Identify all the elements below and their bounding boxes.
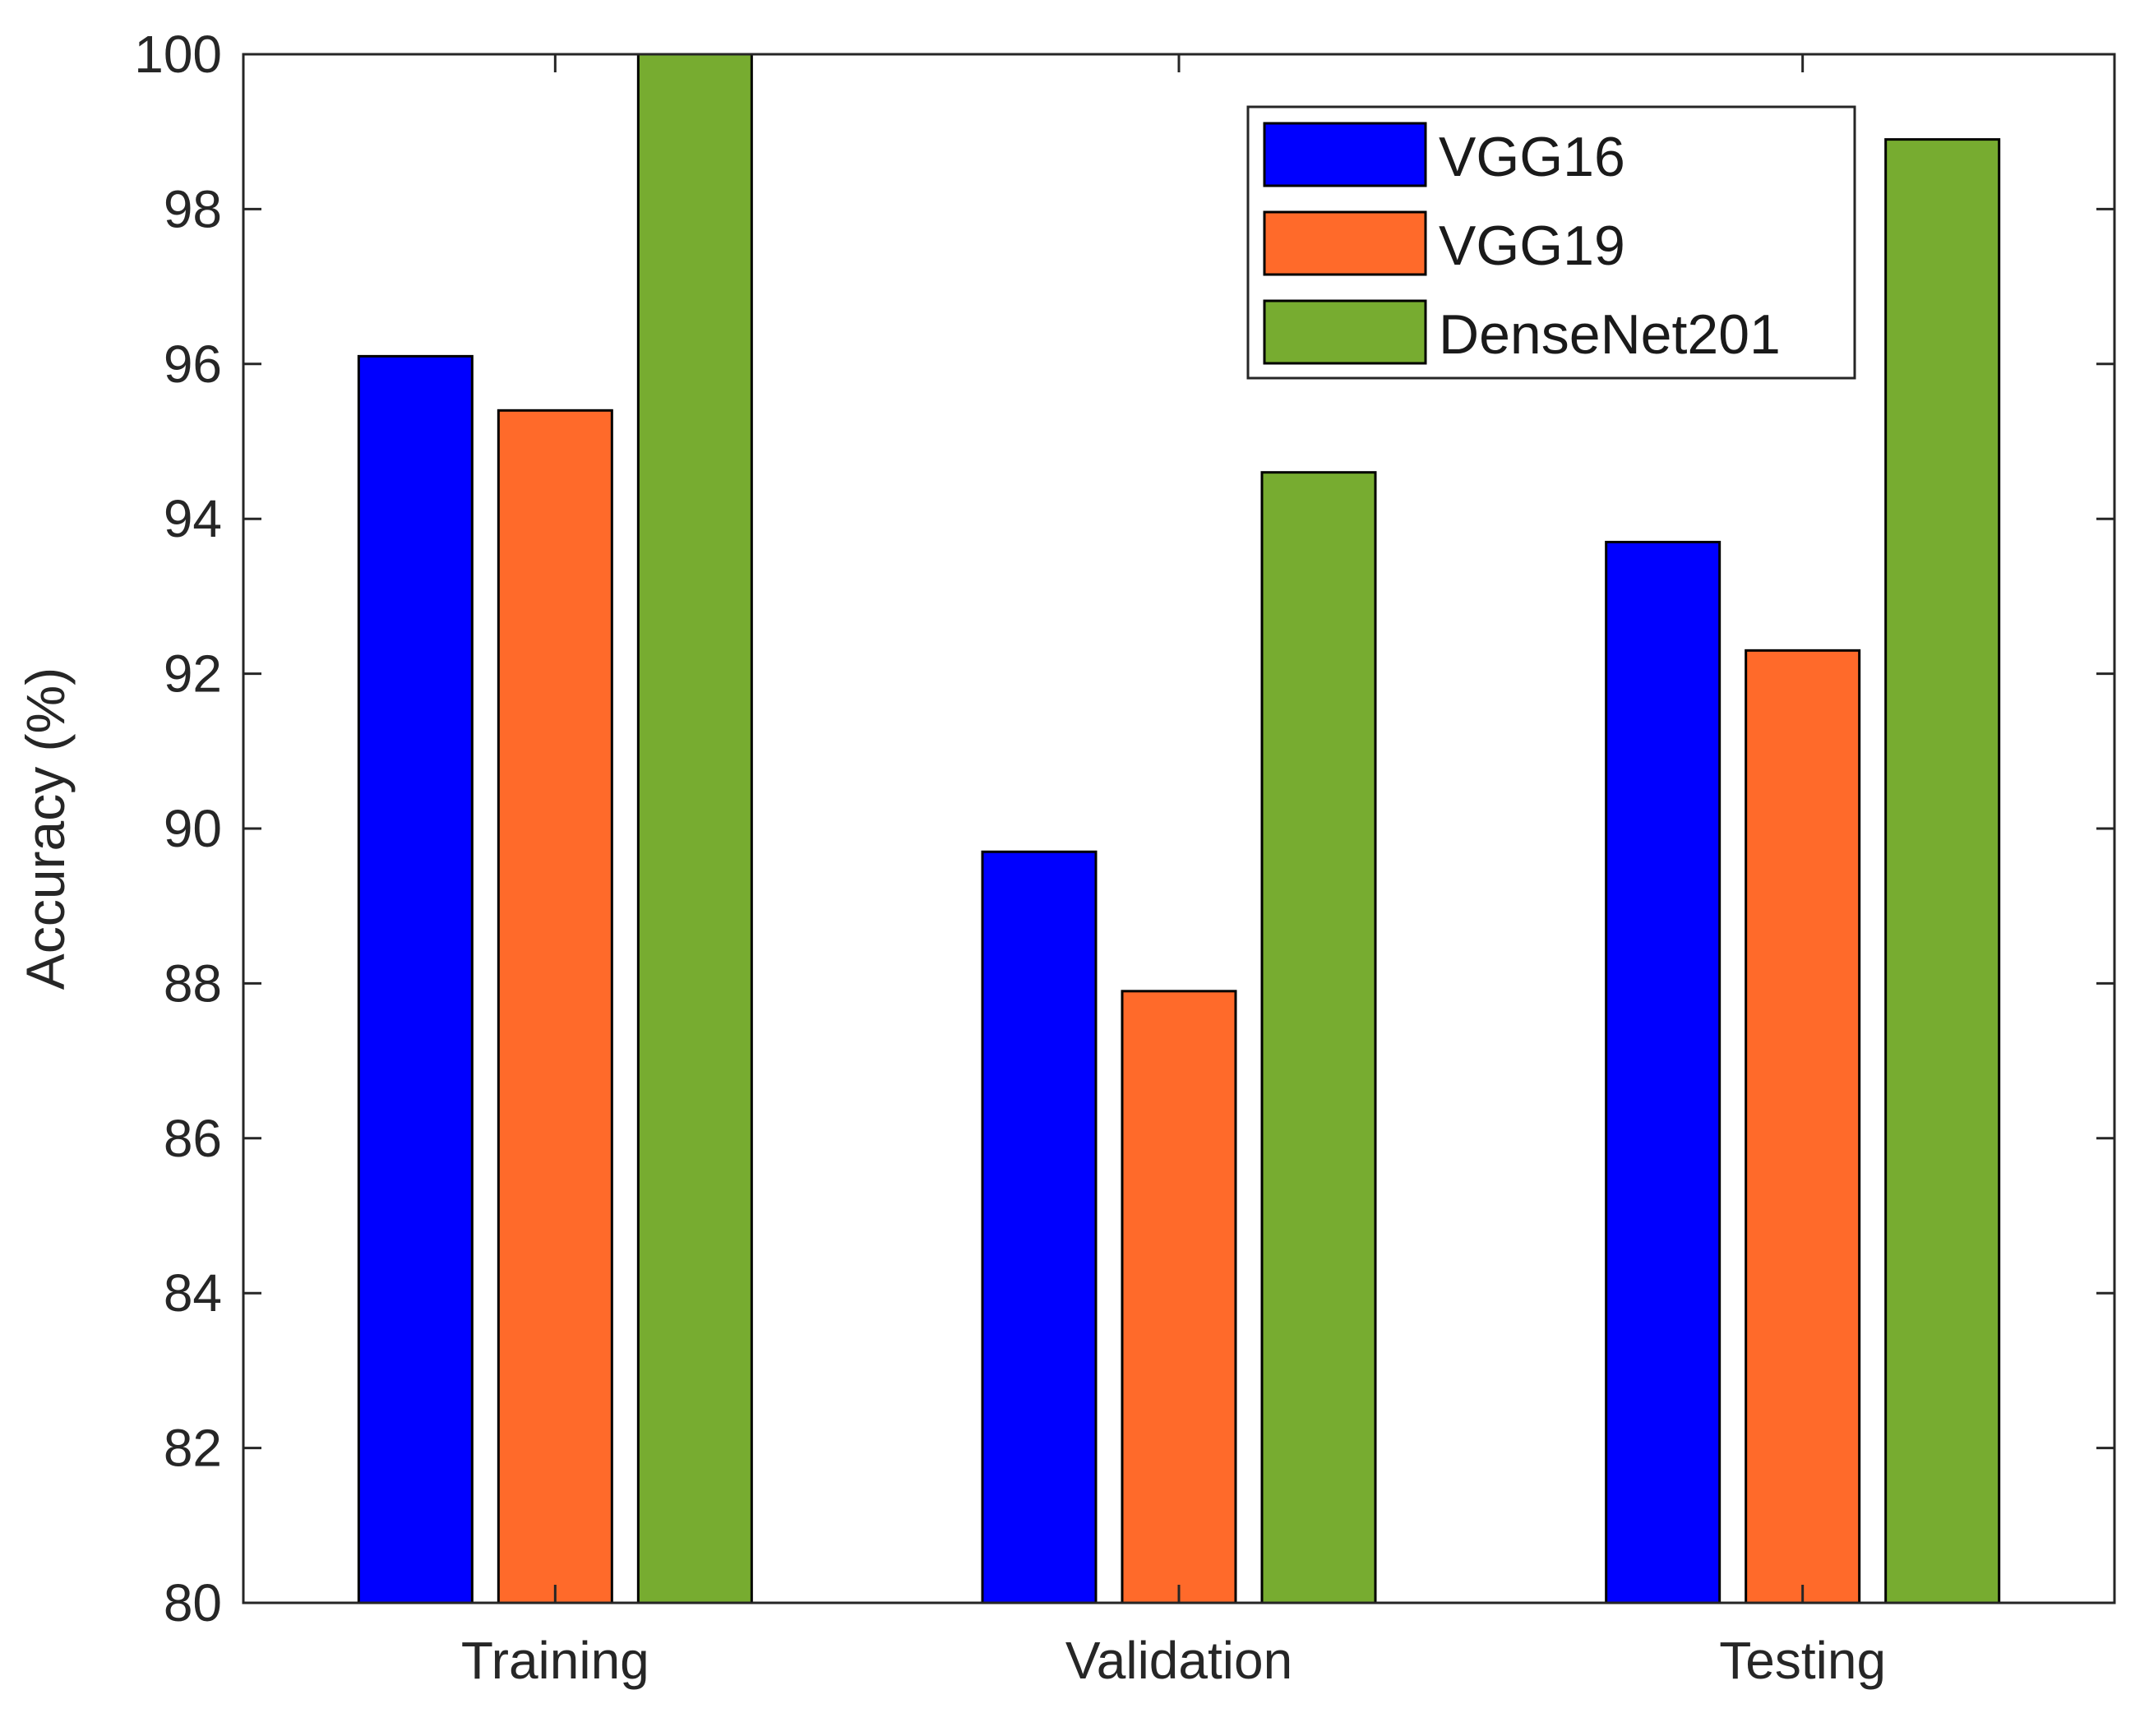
legend-label-vgg19: VGG19 [1439, 215, 1625, 277]
x-tick-label-testing: Testing [1719, 1631, 1886, 1690]
legend-swatch-densenet201 [1263, 299, 1427, 365]
bar-vgg16-training [357, 354, 474, 1604]
legend-label-vgg16: VGG16 [1439, 126, 1625, 188]
y-tick-label: 84 [164, 1263, 222, 1323]
y-tick-label: 90 [164, 799, 222, 858]
bar-densenet201-validation [1260, 471, 1377, 1604]
y-tick-label: 88 [164, 953, 222, 1013]
y-tick-label: 86 [164, 1109, 222, 1168]
y-tick-label: 82 [164, 1419, 222, 1478]
x-tick-label-validation: Validation [1065, 1631, 1292, 1690]
y-tick-label: 100 [134, 25, 222, 84]
y-tick-label: 94 [164, 489, 222, 548]
bar-vgg19-validation [1121, 990, 1237, 1604]
y-tick-label: 92 [164, 644, 222, 704]
y-tick-label: 96 [164, 335, 222, 394]
y-axis-label: Accuracy (%) [15, 667, 76, 990]
bar-vgg16-testing [1605, 540, 1722, 1604]
legend-swatch-vgg19 [1263, 210, 1427, 276]
bar-densenet201-training [636, 53, 753, 1604]
bar-vgg16-validation [981, 850, 1098, 1604]
legend-swatch-vgg16 [1263, 122, 1427, 187]
x-tick-label-training: Training [461, 1631, 649, 1690]
bars-group [357, 53, 2001, 1604]
legend: VGG16 VGG19 DenseNet201 [1246, 105, 1856, 380]
bar-vgg19-training [497, 409, 613, 1604]
ticks-group: 80 82 84 86 88 90 92 94 96 98 100 Training Validatio… [134, 25, 2114, 1690]
y-tick-label: 98 [164, 179, 222, 238]
bar-densenet201-testing [1884, 138, 2001, 1604]
y-tick-label: 80 [164, 1573, 222, 1632]
legend-label-densenet201: DenseNet201 [1439, 303, 1781, 366]
bar-vgg19-testing [1745, 649, 1861, 1604]
